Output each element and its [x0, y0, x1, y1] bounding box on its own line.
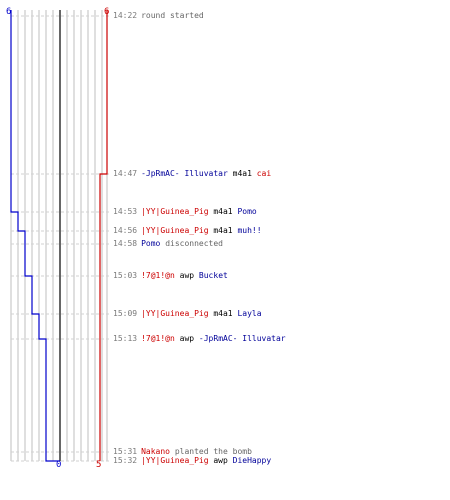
team-a-start-count: 6	[6, 7, 11, 17]
event-row: 14:47 -JpRmAC- Illuvatar m4a1 cai	[113, 169, 271, 179]
event-row: 15:32 |YY|Guinea_Pig awp DieHappy	[113, 456, 271, 466]
event-text: m4a1	[213, 207, 233, 216]
event-time: 14:22	[113, 11, 138, 20]
event-text: Pomo	[141, 239, 161, 248]
team-b-start-count: 6	[104, 7, 109, 17]
event-time: 15:31	[113, 447, 138, 456]
event-text: m4a1	[232, 169, 252, 178]
event-text: muh!!	[237, 226, 262, 235]
event-time: 14:47	[113, 169, 138, 178]
event-text: |YY|Guinea_Pig	[141, 456, 209, 465]
event-text: awp	[213, 456, 228, 465]
team-a-end-count: 0	[56, 460, 61, 470]
event-time: 15:32	[113, 456, 138, 465]
event-row: 14:58 Pomo disconnected	[113, 239, 223, 249]
event-text: DieHappy	[232, 456, 272, 465]
team-b-end-count: 5	[96, 460, 101, 470]
event-row: 15:13 !7@1!@n awp -JpRmAC- Illuvatar	[113, 334, 286, 344]
event-row: 14:56 |YY|Guinea_Pig m4a1 muh!!	[113, 226, 262, 236]
event-time: 15:09	[113, 309, 138, 318]
event-row: 15:09 |YY|Guinea_Pig m4a1 Layla	[113, 309, 262, 319]
event-text: Bucket	[198, 271, 228, 280]
team-b-count-line	[99, 10, 108, 461]
event-dash-lines	[11, 15, 111, 462]
event-time: 15:03	[113, 271, 138, 280]
event-text: awp	[179, 334, 195, 343]
event-row: 14:22 round started	[113, 11, 204, 21]
event-text: |YY|Guinea_Pig	[141, 226, 209, 235]
event-time: 15:13	[113, 334, 138, 343]
event-row: 15:03 !7@1!@n awp Bucket	[113, 271, 228, 281]
event-text: round started	[141, 11, 204, 20]
event-time: 14:58	[113, 239, 138, 248]
event-row: 14:53 |YY|Guinea_Pig m4a1 Pomo	[113, 207, 257, 217]
grid-lines	[10, 10, 108, 461]
event-text: Layla	[237, 309, 262, 318]
event-text: Pomo	[237, 207, 257, 216]
event-text: m4a1	[213, 309, 233, 318]
event-text: Nakano	[141, 447, 170, 456]
event-text: planted the bomb	[174, 447, 252, 456]
event-text: !7@1!@n	[141, 334, 175, 343]
event-text: -JpRmAC- Illuvatar	[198, 334, 286, 343]
event-text: !7@1!@n	[141, 271, 175, 280]
team-a-count-line	[10, 10, 60, 462]
event-text: cai	[256, 169, 272, 178]
event-row: 15:31 Nakano planted the bomb	[113, 447, 252, 457]
event-time: 14:53	[113, 207, 138, 216]
event-text: disconnected	[165, 239, 223, 248]
event-time: 14:56	[113, 226, 138, 235]
event-text: -JpRmAC- Illuvatar	[141, 169, 228, 178]
event-text: awp	[179, 271, 195, 280]
event-text: |YY|Guinea_Pig	[141, 207, 209, 216]
event-text: m4a1	[213, 226, 233, 235]
team-count-lines	[10, 10, 108, 462]
event-text: |YY|Guinea_Pig	[141, 309, 209, 318]
